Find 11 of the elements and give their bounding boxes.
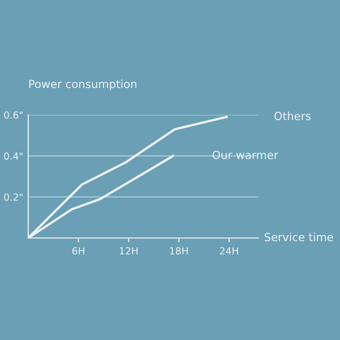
y-axis-title: Power consumption bbox=[29, 80, 136, 90]
x-axis-title: Service time bbox=[264, 232, 334, 242]
x-tick-label: 12H bbox=[120, 247, 138, 254]
x-tick-label: 6H bbox=[72, 247, 84, 255]
text: Our warmer bbox=[212, 150, 278, 160]
y-tick-label: 0.6" bbox=[4, 111, 22, 119]
x-tick-label: 18H bbox=[170, 247, 188, 255]
y-tick-label: 0.4" bbox=[4, 152, 22, 160]
y-tick-label: 0.2" bbox=[4, 193, 22, 201]
x-tick-label: 24H bbox=[220, 247, 238, 254]
text: Others bbox=[274, 112, 311, 120]
